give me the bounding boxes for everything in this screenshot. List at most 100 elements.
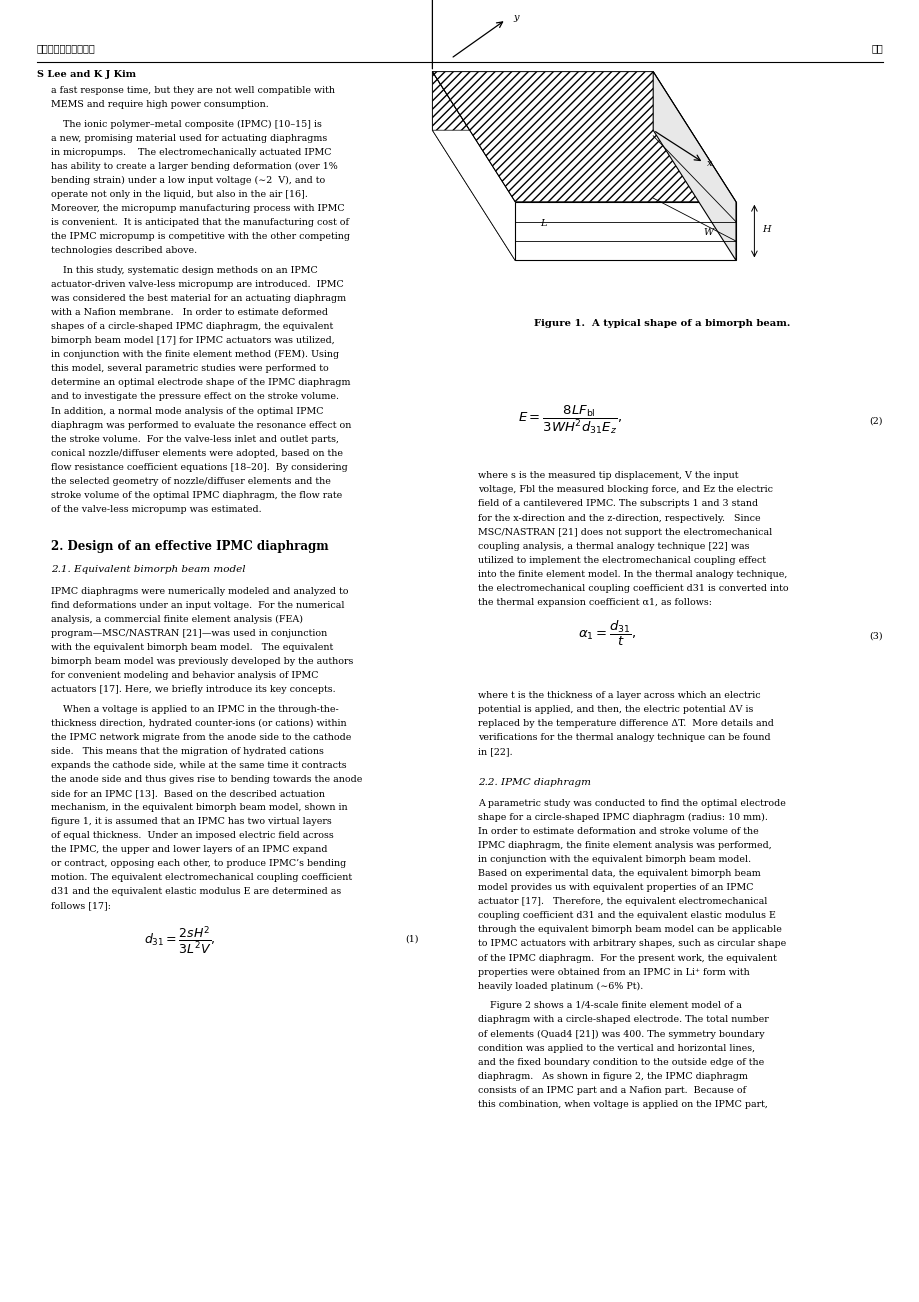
Text: thickness direction, hydrated counter-ions (or cations) within: thickness direction, hydrated counter-io…	[51, 719, 346, 728]
Text: In this study, systematic design methods on an IPMC: In this study, systematic design methods…	[51, 266, 317, 275]
Text: In order to estimate deformation and stroke volume of the: In order to estimate deformation and str…	[478, 827, 758, 836]
Text: Based on experimental data, the equivalent bimorph beam: Based on experimental data, the equivale…	[478, 870, 760, 878]
Text: has ability to create a larger bending deformation (over 1%: has ability to create a larger bending d…	[51, 161, 337, 171]
Text: the electromechanical coupling coefficient d31 is converted into: the electromechanical coupling coefficie…	[478, 583, 789, 592]
Text: through the equivalent bimorph beam model can be applicable: through the equivalent bimorph beam mode…	[478, 926, 781, 935]
Text: IPMC diaphragms were numerically modeled and analyzed to: IPMC diaphragms were numerically modeled…	[51, 586, 347, 595]
Text: 2.2. IPMC diaphragm: 2.2. IPMC diaphragm	[478, 777, 591, 786]
Text: the thermal expansion coefficient α1, as follows:: the thermal expansion coefficient α1, as…	[478, 598, 711, 607]
Text: side for an IPMC [13].  Based on the described actuation: side for an IPMC [13]. Based on the desc…	[51, 789, 324, 798]
Text: L: L	[539, 219, 546, 228]
Text: Moreover, the micropump manufacturing process with IPMC: Moreover, the micropump manufacturing pr…	[51, 204, 344, 214]
Polygon shape	[515, 202, 735, 260]
Text: side.   This means that the migration of hydrated cations: side. This means that the migration of h…	[51, 747, 323, 756]
Text: shapes of a circle-shaped IPMC diaphragm, the equivalent: shapes of a circle-shaped IPMC diaphragm…	[51, 322, 333, 331]
Text: In addition, a normal mode analysis of the optimal IPMC: In addition, a normal mode analysis of t…	[51, 406, 323, 415]
Text: analysis, a commercial finite element analysis (FEA): analysis, a commercial finite element an…	[51, 615, 302, 624]
Text: this model, several parametric studies were performed to: this model, several parametric studies w…	[51, 365, 328, 374]
Text: MEMS and require high power consumption.: MEMS and require high power consumption.	[51, 100, 268, 109]
Text: 沈阳工业大学毕业设计: 沈阳工业大学毕业设计	[37, 43, 96, 53]
Text: IPMC diaphragm, the finite element analysis was performed,: IPMC diaphragm, the finite element analy…	[478, 841, 771, 850]
Text: a fast response time, but they are not well compatible with: a fast response time, but they are not w…	[51, 86, 335, 95]
Text: actuator [17].   Therefore, the equivalent electromechanical: actuator [17]. Therefore, the equivalent…	[478, 897, 767, 906]
Text: W: W	[703, 228, 713, 237]
Text: coupling coefficient d31 and the equivalent elastic modulus E: coupling coefficient d31 and the equival…	[478, 911, 776, 921]
Text: actuator-driven valve-less micropump are introduced.  IPMC: actuator-driven valve-less micropump are…	[51, 280, 343, 289]
Text: or contract, opposing each other, to produce IPMC’s bending: or contract, opposing each other, to pro…	[51, 859, 346, 868]
Text: find deformations under an input voltage.  For the numerical: find deformations under an input voltage…	[51, 600, 344, 609]
Text: technologies described above.: technologies described above.	[51, 246, 197, 255]
Text: the IPMC network migrate from the anode side to the cathode: the IPMC network migrate from the anode …	[51, 733, 350, 742]
Text: consists of an IPMC part and a Nafion part.  Because of: consists of an IPMC part and a Nafion pa…	[478, 1086, 745, 1095]
Text: the selected geometry of nozzle/diffuser elements and the: the selected geometry of nozzle/diffuser…	[51, 477, 330, 486]
Text: was considered the best material for an actuating diaphragm: was considered the best material for an …	[51, 294, 346, 303]
Text: Figure 1.  A typical shape of a bimorph beam.: Figure 1. A typical shape of a bimorph b…	[534, 319, 789, 328]
Text: in micropumps.    The electromechanically actuated IPMC: in micropumps. The electromechanically a…	[51, 148, 331, 156]
Text: field of a cantilevered IPMC. The subscripts 1 and 3 stand: field of a cantilevered IPMC. The subscr…	[478, 500, 757, 509]
Text: the IPMC, the upper and lower layers of an IPMC expand: the IPMC, the upper and lower layers of …	[51, 845, 327, 854]
Text: expands the cathode side, while at the same time it contracts: expands the cathode side, while at the s…	[51, 760, 346, 769]
Text: for the x-direction and the z-direction, respectively.   Since: for the x-direction and the z-direction,…	[478, 513, 760, 522]
Text: with the equivalent bimorph beam model.   The equivalent: with the equivalent bimorph beam model. …	[51, 643, 333, 652]
Text: conical nozzle/diffuser elements were adopted, based on the: conical nozzle/diffuser elements were ad…	[51, 449, 342, 458]
Text: and the fixed boundary condition to the outside edge of the: and the fixed boundary condition to the …	[478, 1057, 764, 1066]
Text: where s is the measured tip displacement, V the input: where s is the measured tip displacement…	[478, 471, 738, 480]
Text: figure 1, it is assumed that an IPMC has two virtual layers: figure 1, it is assumed that an IPMC has…	[51, 818, 331, 827]
Polygon shape	[652, 72, 735, 260]
Text: this combination, when voltage is applied on the IPMC part,: this combination, when voltage is applie…	[478, 1100, 767, 1109]
Text: y: y	[513, 13, 518, 22]
Text: mechanism, in the equivalent bimorph beam model, shown in: mechanism, in the equivalent bimorph bea…	[51, 803, 346, 812]
Text: verifications for the thermal analogy technique can be found: verifications for the thermal analogy te…	[478, 733, 770, 742]
Text: shape for a circle-shaped IPMC diaphragm (radius: 10 mm).: shape for a circle-shaped IPMC diaphragm…	[478, 812, 767, 822]
Text: with a Nafion membrane.   In order to estimate deformed: with a Nafion membrane. In order to esti…	[51, 309, 327, 318]
Text: condition was applied to the vertical and horizontal lines,: condition was applied to the vertical an…	[478, 1043, 754, 1052]
Text: (2): (2)	[868, 417, 882, 426]
Text: follows [17]:: follows [17]:	[51, 901, 110, 910]
Text: $\alpha_1 = \dfrac{d_{31}}{t},$: $\alpha_1 = \dfrac{d_{31}}{t},$	[577, 618, 636, 648]
Text: in [22].: in [22].	[478, 747, 513, 756]
Text: where t is the thickness of a layer across which an electric: where t is the thickness of a layer acro…	[478, 690, 760, 699]
Text: a new, promising material used for actuating diaphragms: a new, promising material used for actua…	[51, 134, 326, 143]
Polygon shape	[432, 72, 735, 202]
Text: of elements (Quad4 [21]) was 400. The symmetry boundary: of elements (Quad4 [21]) was 400. The sy…	[478, 1030, 765, 1039]
Text: the stroke volume.  For the valve-less inlet and outlet parts,: the stroke volume. For the valve-less in…	[51, 435, 338, 444]
Text: d31 and the equivalent elastic modulus E are determined as: d31 and the equivalent elastic modulus E…	[51, 888, 340, 897]
Text: (3): (3)	[868, 631, 882, 641]
Text: properties were obtained from an IPMC in Li⁺ form with: properties were obtained from an IPMC in…	[478, 967, 749, 976]
Text: potential is applied, and then, the electric potential ΔV is: potential is applied, and then, the elec…	[478, 704, 753, 713]
Text: model provides us with equivalent properties of an IPMC: model provides us with equivalent proper…	[478, 883, 753, 892]
Text: is convenient.  It is anticipated that the manufacturing cost of: is convenient. It is anticipated that th…	[51, 219, 348, 227]
Text: to IPMC actuators with arbitrary shapes, such as circular shape: to IPMC actuators with arbitrary shapes,…	[478, 940, 786, 948]
Polygon shape	[432, 130, 735, 260]
Text: operate not only in the liquid, but also in the air [16].: operate not only in the liquid, but also…	[51, 190, 307, 199]
Text: The ionic polymer–metal composite (IPMC) [10–15] is: The ionic polymer–metal composite (IPMC)…	[51, 120, 321, 129]
Text: bimorph beam model [17] for IPMC actuators was utilized,: bimorph beam model [17] for IPMC actuato…	[51, 336, 334, 345]
Text: replaced by the temperature difference ΔT.  More details and: replaced by the temperature difference Δ…	[478, 719, 774, 728]
Text: actuators [17]. Here, we briefly introduce its key concepts.: actuators [17]. Here, we briefly introdu…	[51, 685, 335, 694]
Text: for convenient modeling and behavior analysis of IPMC: for convenient modeling and behavior ana…	[51, 671, 318, 680]
Text: of the valve-less micropump was estimated.: of the valve-less micropump was estimate…	[51, 505, 261, 514]
Text: When a voltage is applied to an IPMC in the through-the-: When a voltage is applied to an IPMC in …	[51, 704, 338, 713]
Text: H: H	[761, 224, 769, 233]
Text: $E = \dfrac{8LF_{\rm bl}}{3WH^2d_{31}E_z},$: $E = \dfrac{8LF_{\rm bl}}{3WH^2d_{31}E_z…	[518, 404, 621, 436]
Text: MSC/NASTRAN [21] does not support the electromechanical: MSC/NASTRAN [21] does not support the el…	[478, 527, 772, 536]
Text: diaphragm.   As shown in figure 2, the IPMC diaphragm: diaphragm. As shown in figure 2, the IPM…	[478, 1072, 747, 1081]
Text: 2.1. Equivalent bimorph beam model: 2.1. Equivalent bimorph beam model	[51, 565, 245, 574]
Text: diaphragm was performed to evaluate the resonance effect on: diaphragm was performed to evaluate the …	[51, 421, 350, 430]
Text: diaphragm with a circle-shaped electrode. The total number: diaphragm with a circle-shaped electrode…	[478, 1016, 768, 1025]
Text: bending strain) under a low input voltage (∼2  V), and to: bending strain) under a low input voltag…	[51, 176, 324, 185]
Polygon shape	[432, 72, 515, 260]
Text: $d_{31} = \dfrac{2sH^2}{3L^2V},$: $d_{31} = \dfrac{2sH^2}{3L^2V},$	[143, 924, 215, 956]
Text: 2. Design of an effective IPMC diaphragm: 2. Design of an effective IPMC diaphragm	[51, 540, 328, 553]
Text: program—MSC/NASTRAN [21]—was used in conjunction: program—MSC/NASTRAN [21]—was used in con…	[51, 629, 326, 638]
Text: (1): (1)	[404, 935, 418, 944]
Text: flow resistance coefficient equations [18–20].  By considering: flow resistance coefficient equations [1…	[51, 462, 347, 471]
Text: determine an optimal electrode shape of the IPMC diaphragm: determine an optimal electrode shape of …	[51, 379, 350, 388]
Text: the IPMC micropump is competitive with the other competing: the IPMC micropump is competitive with t…	[51, 232, 349, 241]
Text: bimorph beam model was previously developed by the authors: bimorph beam model was previously develo…	[51, 656, 353, 665]
Text: into the finite element model. In the thermal analogy technique,: into the finite element model. In the th…	[478, 570, 787, 579]
Text: A parametric study was conducted to find the optimal electrode: A parametric study was conducted to find…	[478, 799, 786, 807]
Text: the anode side and thus gives rise to bending towards the anode: the anode side and thus gives rise to be…	[51, 775, 361, 784]
Text: S Lee and K J Kim: S Lee and K J Kim	[37, 70, 136, 79]
Text: utilized to implement the electromechanical coupling effect: utilized to implement the electromechani…	[478, 556, 766, 565]
